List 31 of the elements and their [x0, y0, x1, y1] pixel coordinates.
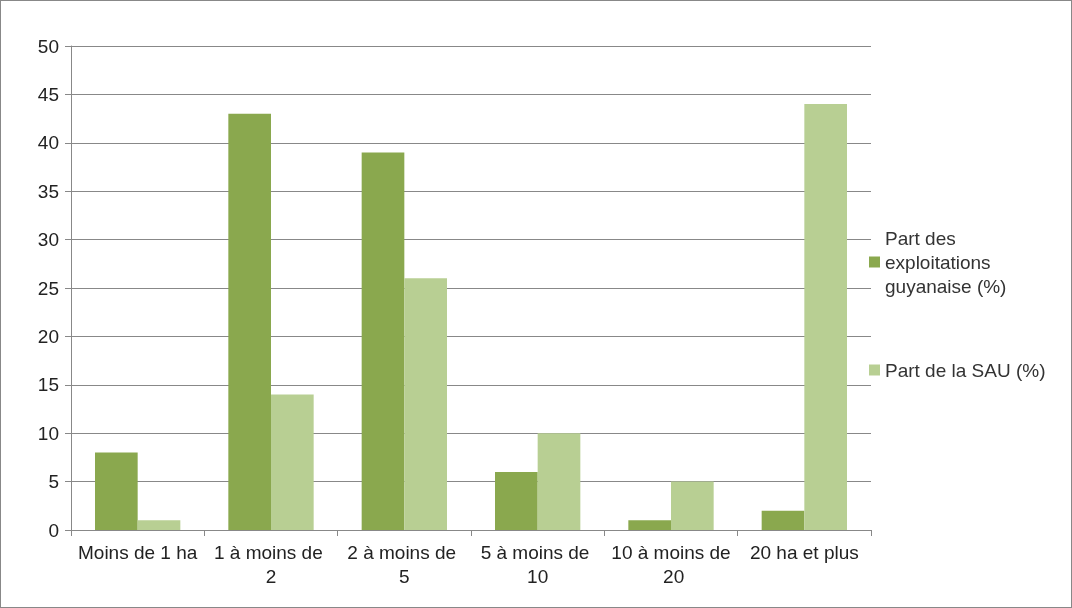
y-tick-label: 25 [37, 277, 59, 299]
x-tick-label: 2 à moins de 5 [347, 541, 462, 587]
x-tick-label: Moins de 1 ha [77, 541, 198, 563]
x-tick-label: 20 ha et plus [749, 541, 859, 563]
y-tick-label: 10 [37, 422, 59, 444]
y-tick-label: 40 [37, 132, 59, 154]
bar [537, 433, 581, 530]
bar [137, 520, 181, 530]
y-tick-label: 20 [37, 325, 59, 347]
legend-label: Part des exploitations guyanaise (%) [885, 227, 1007, 297]
y-tick-label: 0 [48, 519, 59, 541]
y-tick-label: 5 [48, 471, 59, 493]
x-tick-label: 5 à moins de 10 [480, 541, 595, 587]
y-tick-label: 50 [37, 35, 59, 57]
y-tick-label: 15 [37, 374, 59, 396]
y-tick-label: 30 [37, 229, 59, 251]
bar [95, 452, 138, 530]
y-tick-label: 35 [37, 180, 59, 202]
bar [495, 471, 538, 530]
bar [271, 394, 314, 530]
bar [228, 113, 271, 530]
bar [761, 510, 805, 530]
y-tick-label: 45 [37, 83, 59, 105]
legend-label: Part de la SAU (%) [885, 359, 1046, 381]
x-tick-label: 1 à moins de 2 [213, 541, 329, 587]
bar [671, 481, 714, 530]
bar [361, 152, 405, 530]
bar [804, 104, 847, 530]
bar [404, 278, 447, 530]
bar [628, 520, 671, 530]
x-tick-label: 10 à moins de 20 [611, 541, 731, 587]
